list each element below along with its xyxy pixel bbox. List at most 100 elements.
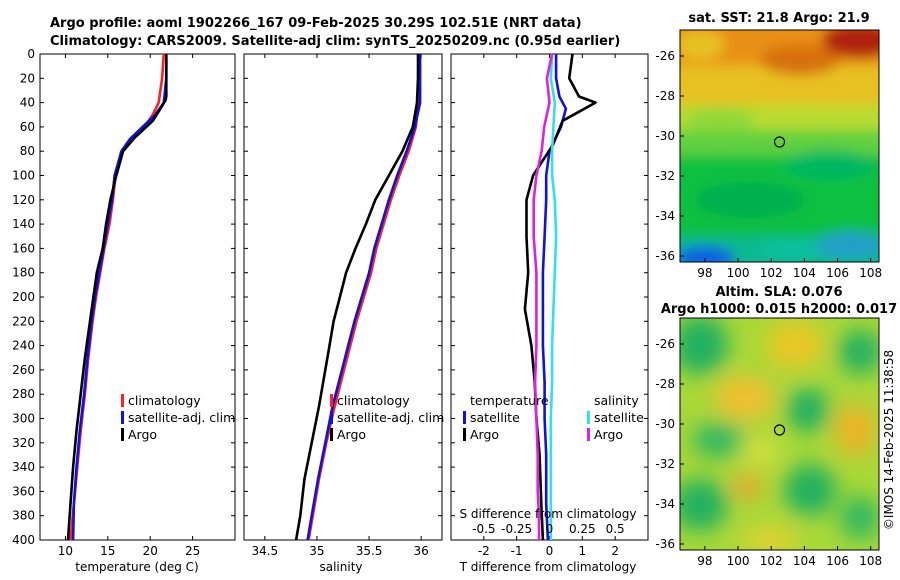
- depth-tick-label: 120: [12, 193, 35, 207]
- x-tick-label: -1: [511, 544, 523, 558]
- argo-location-marker: [773, 136, 786, 148]
- lat-tick-label: -34: [655, 497, 675, 511]
- x-tick-label: 34.5: [251, 544, 278, 558]
- depth-tick-label: 200: [12, 290, 35, 304]
- lat-tick-label: -34: [655, 209, 675, 223]
- series-line-argo: [66, 54, 168, 541]
- s-tick-label: -0.5: [472, 522, 495, 536]
- legend-satellite-swatch: [121, 411, 124, 424]
- lat-tick-label: -32: [655, 169, 675, 183]
- temperature-profile-lines: [66, 53, 168, 541]
- x-tick-label: 1: [579, 544, 587, 558]
- depth-tick-label: 360: [12, 484, 35, 498]
- depth-tick-label: 340: [12, 460, 35, 474]
- legend-s-argo-swatch: [587, 428, 590, 441]
- lat-tick-label: -28: [655, 377, 675, 391]
- series-line-satellite-adj-clim: [71, 54, 168, 541]
- salinity-xlabel: salinity: [319, 560, 362, 574]
- x-tick-label: 25: [185, 544, 200, 558]
- salinity-legend: climatology satellite-adj. clim Argo: [330, 393, 444, 442]
- legend-temperature-title: temperature: [470, 393, 549, 408]
- lat-tick-label: -36: [655, 249, 675, 263]
- depth-tick-label: 280: [12, 387, 35, 401]
- legend-satellite-swatch: [330, 411, 333, 424]
- sla-map-ticks: 98 100 102 104 106 108 -26 -28 -30 -32 -34 -36: [655, 337, 882, 568]
- lat-tick-label: -30: [655, 417, 675, 431]
- sla-heatmap: [680, 318, 879, 550]
- legend-satellite-label: satellite-adj. clim: [337, 410, 444, 425]
- depth-tick-label: 180: [12, 266, 35, 280]
- lat-tick-label: -28: [655, 89, 675, 103]
- copyright-label: ©IMOS 14-Feb-2025 11:38:58: [882, 350, 896, 530]
- legend-t-satellite-label: satellite: [470, 410, 520, 425]
- depth-tick-label: 160: [12, 241, 35, 255]
- difference-profile-lines: [523, 53, 597, 541]
- depth-tick-label: 400: [12, 533, 35, 547]
- x-tick-label: 35: [309, 544, 324, 558]
- depth-tick-label: 220: [12, 314, 35, 328]
- sla-map-title-line2: Argo h1000: 0.015 h2000: 0.017: [661, 302, 897, 317]
- figure-title-line2: Climatology: CARS2009. Satellite-adj cli…: [50, 34, 620, 49]
- x-tick-label: 10: [58, 544, 73, 558]
- x-tick-label: 36: [414, 544, 429, 558]
- lat-tick-label: -36: [655, 537, 675, 551]
- lat-tick-label: -26: [655, 337, 675, 351]
- x-tick-label: 20: [143, 544, 158, 558]
- depth-tick-label: 20: [20, 71, 35, 85]
- depth-tick-label: 40: [20, 96, 35, 110]
- temperature-xlabel: temperature (deg C): [75, 560, 198, 574]
- series-line-satellite-temperature: [541, 54, 568, 541]
- s-tick-label: 0.25: [569, 522, 596, 536]
- s-tick-label: 0: [546, 522, 554, 536]
- depth-tick-label: 260: [12, 363, 35, 377]
- sst-map-frame: [679, 29, 880, 263]
- legend-argo-swatch: [121, 428, 124, 441]
- lon-tick-label: 106: [826, 554, 849, 568]
- legend-argo-label: Argo: [337, 427, 366, 442]
- legend-salinity-title: salinity: [594, 393, 639, 408]
- s-tick-label: -0.25: [501, 522, 532, 536]
- s-difference-tick-labels: -0.5 -0.25 0 0.25 0.5: [472, 522, 625, 536]
- sst-map-ticks: 98 100 102 104 106 108 -26 -28 -30 -32 -34 -36: [655, 49, 882, 280]
- lon-tick-label: 98: [697, 266, 712, 280]
- salinity-panel: 34.5 35 35.5 36 salinity climatology satell…: [243, 53, 444, 574]
- s-difference-xlabel: S difference from climatology: [460, 507, 637, 521]
- lon-tick-label: 100: [727, 554, 750, 568]
- x-tick-label: 2: [611, 544, 619, 558]
- legend-s-satellite-swatch: [587, 411, 590, 424]
- depth-tick-labels: 0 20 40 60 80 100 120 140 160 180 200 220 240 260 280 3…: [12, 47, 35, 547]
- lon-tick-label: 104: [793, 554, 816, 568]
- series-line-satellite-salinity: [549, 53, 558, 540]
- temperature-x-ticks: 10 15 20 25: [40, 53, 235, 558]
- lon-tick-label: 108: [859, 266, 882, 280]
- series-line-climatology: [307, 54, 421, 541]
- figure-title-line1: Argo profile: aoml 1902266_167 09-Feb-20…: [50, 16, 582, 31]
- sla-map-title-line1: Altim. SLA: 0.076: [716, 285, 843, 300]
- x-tick-label: 0: [546, 544, 554, 558]
- series-line-climatology: [69, 53, 166, 541]
- legend-climatology-swatch: [121, 394, 124, 407]
- depth-tick-label: 100: [12, 169, 35, 183]
- s-tick-label: 0.5: [606, 522, 625, 536]
- legend-satellite-label: satellite-adj. clim: [128, 410, 235, 425]
- sla-map-frame: [679, 317, 880, 551]
- lon-tick-label: 104: [793, 266, 816, 280]
- legend-climatology-swatch: [330, 394, 333, 407]
- legend-climatology-label: climatology: [128, 393, 201, 408]
- lon-tick-label: 100: [727, 266, 750, 280]
- x-tick-label: 15: [100, 544, 115, 558]
- legend-s-argo-label: Argo: [594, 427, 623, 442]
- salinity-profile-lines: [294, 54, 422, 541]
- lat-tick-label: -26: [655, 49, 675, 63]
- t-difference-xlabel: T difference from climatology: [459, 560, 637, 574]
- difference-x-ticks: -2 -1 0 1 2: [451, 53, 648, 558]
- x-tick-label: 35.5: [356, 544, 383, 558]
- legend-argo-swatch: [330, 428, 333, 441]
- lon-tick-label: 102: [760, 266, 783, 280]
- legend-t-argo-swatch: [463, 428, 466, 441]
- series-line-argo-salinity: [532, 53, 554, 540]
- temperature-panel: 0 20 40 60 80 100 120 140 160 180 200 220 240 260 280 3…: [12, 47, 236, 574]
- sla-map-panel: 98 100 102 104 106 108 -26 -28 -30 -32 -34 -36: [655, 317, 882, 568]
- difference-legend-temperature: temperature satellite Argo: [463, 393, 549, 442]
- legend-t-satellite-swatch: [463, 411, 466, 424]
